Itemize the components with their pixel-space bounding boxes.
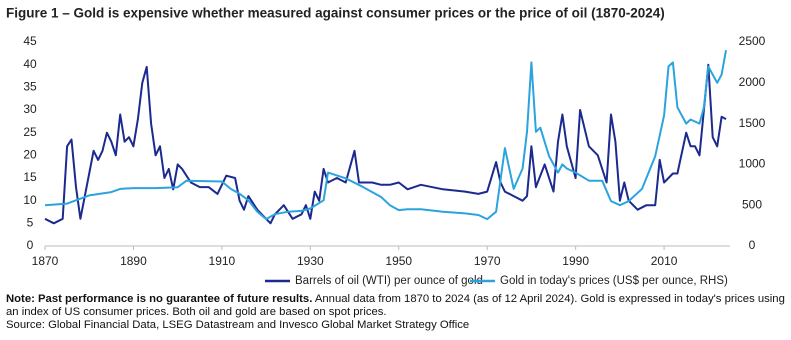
y-tick-label: 40 [23,57,37,71]
x-tick-label: 1970 [474,254,501,268]
x-tick-label: 1910 [209,254,236,268]
y-tick-label: 25 [23,125,37,139]
series-line [44,50,727,221]
note-lead: Note: Past performance is no guarantee o… [6,293,313,305]
note-body: Annual data from 1870 to 2024 (as of 12 … [6,293,785,318]
y-tick-label: 5 [27,216,34,230]
y2-tick-label: 1000 [739,157,766,171]
y-tick-label: 30 [23,102,37,116]
source: Source: Global Financial Data, LSEG Data… [6,319,470,331]
y-tick-label: 35 [23,80,37,94]
chart: Figure 1 – Gold is expensive whether mea… [6,6,766,287]
x-tick-label: 1950 [385,254,412,268]
x-tick-label: 1930 [297,254,324,268]
legend-label: Gold in today's prices (US$ per ounce, R… [500,275,728,287]
x-tick-label: 2010 [651,254,678,268]
y-tick-label: 10 [23,193,37,207]
y-tick-label: 15 [23,170,37,184]
chart-title: Figure 1 – Gold is expensive whether mea… [6,6,665,21]
legend-label: Barrels of oil (WTI) per ounce of gold [295,275,483,287]
series-line [44,63,727,225]
x-tick-label: 1890 [120,254,147,268]
y-tick-label: 0 [27,238,34,252]
y2-tick-label: 500 [742,197,762,211]
note: Note: Past performance is no guarantee o… [6,293,786,332]
y2-tick-label: 2500 [739,34,766,48]
y2-tick-label: 0 [749,238,756,252]
y-tick-label: 20 [23,148,37,162]
x-tick-label: 1990 [562,254,589,268]
y-tick-label: 45 [23,34,37,48]
y2-tick-label: 1500 [739,116,766,130]
x-tick-label: 1870 [32,254,59,268]
note-text: Note: Past performance is no guarantee o… [6,293,786,319]
y2-tick-label: 2000 [739,75,766,89]
